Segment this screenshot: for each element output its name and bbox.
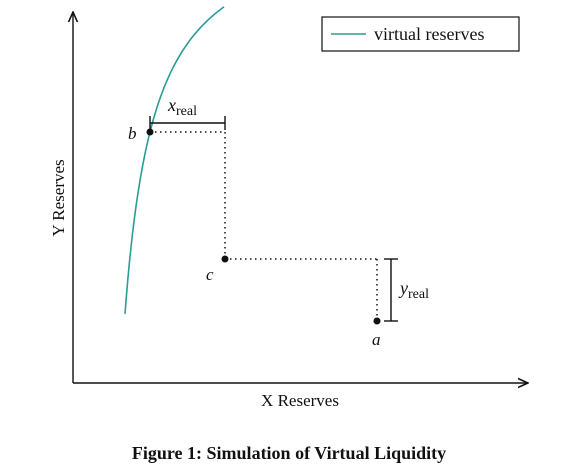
point-a-label: a: [372, 330, 381, 349]
legend-entry: virtual reserves: [374, 24, 484, 44]
y-real-label: yreal: [398, 278, 429, 302]
y-axis-label: Y Reserves: [49, 159, 68, 236]
point-b-label: b: [128, 124, 137, 143]
y-real-bracket: [384, 258, 398, 322]
virtual-reserves-curve: [124, 6, 225, 314]
point-a: [373, 317, 381, 325]
legend: virtual reserves: [321, 16, 520, 52]
x-axis-label: X Reserves: [261, 391, 339, 410]
point-c-label: c: [206, 265, 214, 284]
x-real-bracket: [149, 116, 226, 130]
x-real-label: xreal: [167, 95, 197, 119]
point-c: [221, 255, 229, 263]
point-b: [146, 128, 154, 136]
figure-caption: Figure 1: Simulation of Virtual Liquidit…: [132, 443, 446, 463]
